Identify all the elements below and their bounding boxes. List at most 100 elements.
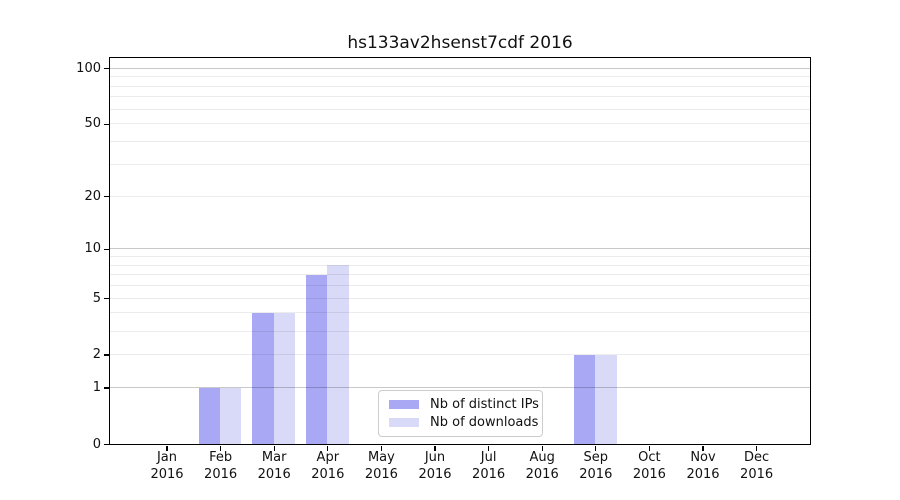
gridline — [109, 354, 810, 355]
x-tick-year: 2016 — [579, 466, 613, 482]
gridline — [109, 141, 810, 142]
y-tick-mark — [103, 297, 110, 300]
x-tick-month: Nov — [690, 450, 716, 465]
legend-label-downloads: Nb of downloads — [430, 414, 539, 430]
x-tick-month: Jun — [424, 450, 446, 465]
x-tick-mark — [755, 446, 758, 451]
gridline — [109, 85, 810, 87]
x-tick-mark — [541, 446, 543, 451]
y-tick-mark — [103, 195, 110, 198]
x-tick-year: 2016 — [150, 466, 184, 482]
y-tick-mark — [103, 67, 110, 70]
x-tick-month: Sep — [583, 450, 609, 465]
bar-downloads-apr — [327, 265, 349, 444]
x-tick-label: Sep 2016 — [564, 450, 628, 483]
y-tick-label: 2 — [92, 347, 101, 362]
x-tick-year: 2016 — [740, 466, 774, 482]
y-tick-label: 5 — [92, 290, 101, 306]
x-tick-mark — [166, 446, 168, 451]
x-tick-year: 2016 — [204, 466, 238, 482]
gridline — [109, 108, 810, 110]
gridline — [109, 330, 810, 332]
y-tick-mark — [103, 123, 110, 125]
gridline — [109, 312, 810, 314]
x-tick-label: Apr 2016 — [296, 450, 360, 483]
bar-distinct-ips-sep — [573, 354, 596, 444]
y-tick-label: 50 — [84, 116, 101, 132]
x-tick-month: May — [367, 450, 395, 465]
legend-swatch-downloads-icon — [389, 417, 419, 427]
gridline — [109, 76, 810, 78]
y-tick-mark — [103, 443, 110, 446]
x-tick-month: Oct — [638, 450, 661, 465]
x-tick-label: Mar 2016 — [242, 450, 306, 483]
x-tick-year: 2016 — [472, 466, 506, 482]
x-tick-mark — [327, 446, 329, 451]
legend-entry-distinct-ips: Nb of distinct IPs — [385, 397, 539, 412]
y-tick-label: 100 — [76, 60, 101, 76]
x-tick-label: May 2016 — [349, 450, 413, 483]
bar-downloads-mar — [273, 312, 296, 444]
plot-area — [108, 56, 811, 445]
y-tick-label: 10 — [84, 241, 101, 257]
x-tick-label: Aug 2016 — [510, 450, 574, 483]
gridline — [109, 264, 810, 266]
y-tick-label: 1 — [92, 380, 101, 396]
x-tick-month: Jul — [480, 450, 497, 465]
x-tick-label: Jan 2016 — [135, 450, 199, 483]
x-tick-mark — [487, 446, 490, 451]
gridline — [109, 297, 810, 299]
x-tick-label: Jul 2016 — [457, 450, 521, 483]
gridline — [109, 387, 810, 389]
gridline — [109, 248, 810, 250]
legend-swatch-distinct-ips-icon — [389, 400, 419, 410]
x-tick-mark — [273, 446, 275, 451]
x-tick-year: 2016 — [311, 466, 345, 482]
x-tick-label: Dec 2016 — [725, 450, 789, 483]
x-tick-year: 2016 — [257, 466, 291, 482]
bar-distinct-ips-mar — [252, 312, 274, 444]
x-tick-mark — [702, 446, 704, 451]
bar-downloads-sep — [595, 354, 617, 444]
x-tick-label: Oct 2016 — [617, 450, 681, 483]
gridline — [109, 67, 810, 69]
chart-title: hs133av2hsenst7cdf 2016 — [347, 33, 573, 53]
x-tick-month: Aug — [529, 450, 555, 465]
x-tick-month: Jan — [156, 450, 178, 465]
y-tick-label: 0 — [92, 436, 101, 452]
x-tick-year: 2016 — [364, 466, 398, 482]
x-tick-year: 2016 — [632, 466, 666, 482]
y-tick-label: 20 — [84, 188, 101, 204]
gridline — [109, 96, 810, 98]
x-tick-mark — [380, 446, 383, 451]
y-tick-mark — [103, 354, 110, 356]
x-tick-label: Feb 2016 — [189, 450, 253, 483]
x-tick-label: Nov 2016 — [671, 450, 735, 483]
gridline — [109, 255, 810, 257]
gridline — [109, 274, 810, 276]
y-tick-mark — [103, 248, 110, 250]
gridline — [109, 195, 810, 197]
x-tick-month: Apr — [316, 450, 340, 465]
x-tick-year: 2016 — [686, 466, 720, 482]
plot-inner — [109, 58, 810, 444]
gridline — [109, 163, 810, 165]
bar-distinct-ips-feb — [198, 387, 221, 444]
gridline — [109, 123, 810, 125]
legend-label-distinct-ips: Nb of distinct IPs — [430, 397, 539, 413]
x-tick-mark — [648, 446, 651, 451]
legend-entry-downloads: Nb of downloads — [385, 415, 538, 430]
y-tick-mark — [103, 387, 110, 389]
x-tick-label: Jun 2016 — [403, 450, 467, 483]
gridline — [109, 284, 810, 286]
x-tick-month: Feb — [209, 450, 233, 465]
x-tick-mark — [595, 446, 597, 451]
x-tick-month: Dec — [744, 450, 770, 465]
x-tick-mark — [219, 446, 222, 451]
x-tick-year: 2016 — [418, 466, 452, 482]
bar-downloads-feb — [220, 387, 242, 444]
legend: Nb of distinct IPs Nb of downloads — [378, 390, 543, 437]
x-tick-month: Mar — [261, 450, 287, 465]
bar-distinct-ips-apr — [305, 274, 328, 444]
